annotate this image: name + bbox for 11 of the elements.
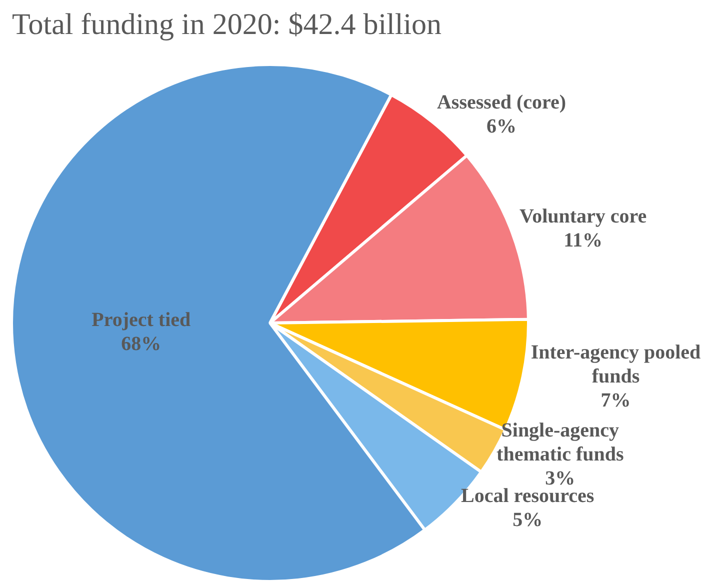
data-label: 7% xyxy=(600,390,631,412)
slice-label: Single-agency thematic funds xyxy=(496,420,624,466)
chart-title: Total funding in 2020: $42.4 billion xyxy=(12,8,442,42)
slice-label: Project tied xyxy=(92,309,191,332)
slice-label: Inter-agency pooled funds xyxy=(530,342,701,388)
data-label: 6% xyxy=(486,115,517,138)
data-label: 68% xyxy=(121,333,162,356)
slice-label: Assessed (core) xyxy=(436,91,566,114)
slice-label: Voluntary core xyxy=(519,205,647,228)
data-label: 5% xyxy=(512,508,543,531)
data-label: 11% xyxy=(564,229,603,252)
